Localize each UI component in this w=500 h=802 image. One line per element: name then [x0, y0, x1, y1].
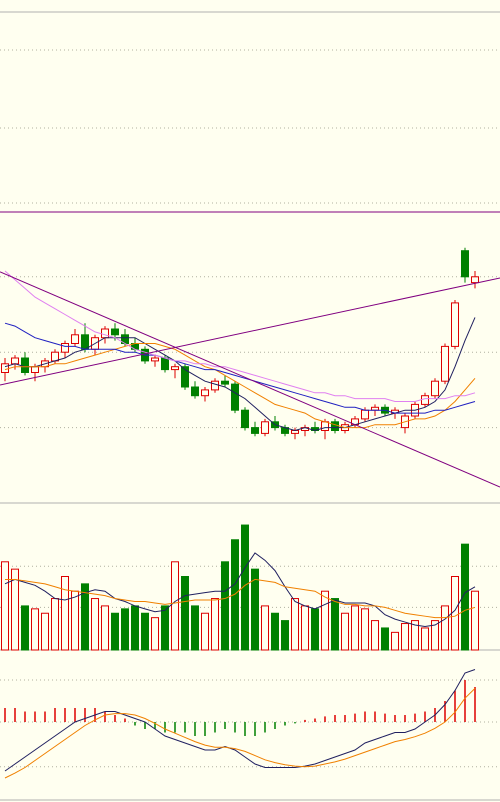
candle-body — [101, 328, 109, 339]
volume-bar — [201, 612, 209, 651]
candle-body — [21, 357, 29, 373]
ma-line — [4, 688, 476, 779]
ma-line — [4, 270, 476, 402]
volume-bar — [461, 543, 469, 651]
candle-body — [201, 389, 209, 397]
volume-bar — [161, 605, 169, 651]
volume-bar — [61, 576, 69, 651]
candle-body — [231, 383, 239, 411]
volume-bar — [471, 590, 479, 651]
volume-bar — [131, 605, 139, 651]
candle-body — [151, 357, 159, 362]
volume-bar — [1, 561, 9, 651]
volume-bar — [101, 605, 109, 651]
candle-body — [171, 366, 179, 371]
volume-bar — [361, 608, 369, 651]
candle-body — [421, 395, 429, 405]
candle-body — [181, 366, 189, 388]
volume-bar — [141, 612, 149, 651]
volume-bar — [401, 623, 409, 651]
trend-line — [0, 277, 500, 386]
candle-body — [461, 250, 469, 278]
candle-body — [221, 380, 229, 385]
volume-bar — [51, 598, 59, 651]
candle-body — [451, 302, 459, 347]
volume-bar — [311, 608, 319, 651]
volume-bar — [341, 612, 349, 651]
volume-bar — [121, 608, 129, 651]
volume-bar — [281, 620, 289, 651]
volume-bar — [271, 612, 279, 651]
candle-body — [331, 421, 339, 431]
ma-line — [4, 322, 476, 414]
volume-bar — [421, 627, 429, 651]
candle-body — [471, 276, 479, 284]
volume-bar — [351, 605, 359, 651]
ma-line — [5, 578, 476, 619]
trend-line — [0, 271, 500, 488]
candle-body — [441, 345, 449, 382]
candle-body — [361, 409, 369, 420]
volume-bar — [21, 605, 29, 651]
candle-body — [261, 421, 269, 434]
candle-body — [321, 421, 329, 431]
candle-body — [251, 427, 259, 434]
ma-line — [4, 552, 476, 627]
candle-body — [241, 409, 249, 429]
candle-body — [1, 363, 9, 373]
candle-body — [161, 357, 169, 371]
volume-bar — [291, 598, 299, 651]
volume-bar — [261, 605, 269, 651]
candle-body — [11, 357, 19, 365]
volume-bar — [241, 524, 249, 651]
candle-body — [71, 334, 79, 344]
volume-bar — [111, 612, 119, 651]
volume-bar — [11, 568, 19, 651]
volume-bar — [231, 539, 239, 651]
volume-bar — [91, 598, 99, 651]
candle-body — [61, 343, 69, 353]
volume-bar — [451, 576, 459, 651]
candle-body — [211, 380, 219, 391]
volume-bar — [391, 631, 399, 651]
volume-bar — [301, 605, 309, 651]
volume-bar — [171, 561, 179, 651]
ma-line — [4, 669, 476, 772]
volume-bar — [211, 598, 219, 651]
ma-line — [4, 343, 476, 429]
volume-bar — [411, 620, 419, 651]
volume-bar — [151, 617, 159, 651]
volume-bar — [221, 561, 229, 651]
candle-body — [51, 351, 59, 362]
volume-bar — [191, 605, 199, 651]
candle-body — [191, 386, 199, 397]
volume-bar — [41, 612, 49, 651]
volume-bar — [321, 590, 329, 651]
volume-bar — [331, 598, 339, 651]
volume-bar — [251, 568, 259, 651]
candle-body — [431, 380, 439, 397]
volume-bar — [431, 620, 439, 651]
candle-body — [31, 366, 39, 374]
volume-bar — [371, 620, 379, 651]
volume-bar — [81, 583, 89, 651]
candle-body — [81, 334, 89, 350]
volume-bar — [71, 590, 79, 651]
candle-body — [111, 328, 119, 336]
volume-bar — [441, 605, 449, 651]
volume-bar — [381, 627, 389, 651]
volume-bar — [181, 576, 189, 651]
volume-bar — [31, 608, 39, 651]
